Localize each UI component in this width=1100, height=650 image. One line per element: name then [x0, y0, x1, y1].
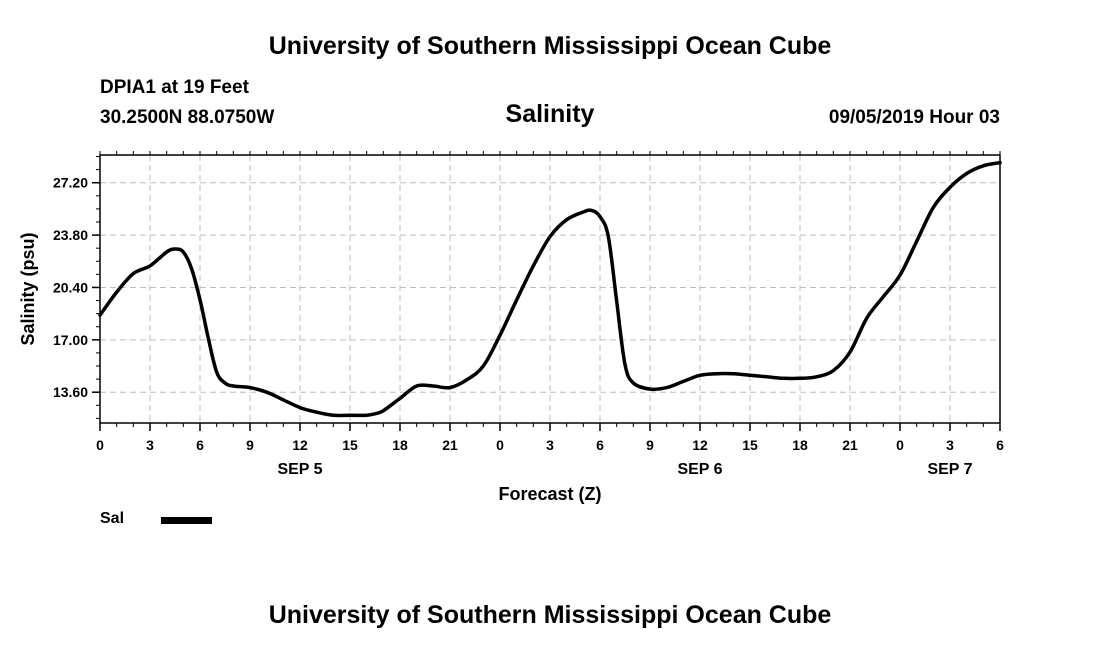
plot-frame	[99, 154, 1001, 424]
x-tick-label: 15	[742, 437, 758, 453]
y-axis-label: Salinity (psu)	[18, 232, 38, 345]
organization-title-top: University of Southern Mississippi Ocean…	[268, 32, 832, 60]
x-tick-label: 0	[896, 437, 904, 453]
y-tick-label: 23.80	[53, 227, 88, 243]
x-tick-label: 6	[196, 437, 204, 453]
chart-title: Salinity	[505, 100, 595, 128]
y-tick-label: 13.60	[53, 384, 88, 400]
forecast-datetime: 09/05/2019 Hour 03	[828, 107, 1000, 128]
coordinates-label: 30.2500N 88.0750W	[100, 107, 275, 128]
legend-swatch-sal	[161, 517, 212, 524]
day-label: SEP 5	[277, 461, 322, 478]
day-label: SEP 6	[677, 461, 722, 478]
y-tick-label: 17.00	[53, 332, 88, 348]
x-tick-label: 0	[96, 437, 104, 453]
x-tick-label: 3	[546, 437, 554, 453]
x-tick-label: 6	[596, 437, 604, 453]
x-tick-label: 9	[246, 437, 254, 453]
y-tick-label: 27.20	[53, 175, 88, 191]
x-tick-label: 18	[792, 437, 808, 453]
x-tick-label: 12	[292, 437, 308, 453]
legend-label-sal: Sal	[100, 510, 125, 527]
station-label: DPIA1 at 19 Feet	[100, 77, 249, 98]
x-tick-label: 21	[842, 437, 858, 453]
x-tick-label: 6	[996, 437, 1004, 453]
x-tick-label: 12	[692, 437, 708, 453]
x-tick-label: 18	[392, 437, 408, 453]
x-tick-label: 3	[946, 437, 954, 453]
x-axis-label: Forecast (Z)	[498, 484, 601, 504]
y-tick-label: 20.40	[53, 279, 88, 295]
x-tick-label: 3	[146, 437, 154, 453]
day-label: SEP 7	[927, 461, 972, 478]
x-tick-label: 21	[442, 437, 458, 453]
series-line-sal	[98, 160, 1002, 418]
x-tick-label: 9	[646, 437, 654, 453]
x-tick-label: 15	[342, 437, 358, 453]
x-tick-label: 0	[496, 437, 504, 453]
organization-title-bottom: University of Southern Mississippi Ocean…	[268, 601, 832, 629]
